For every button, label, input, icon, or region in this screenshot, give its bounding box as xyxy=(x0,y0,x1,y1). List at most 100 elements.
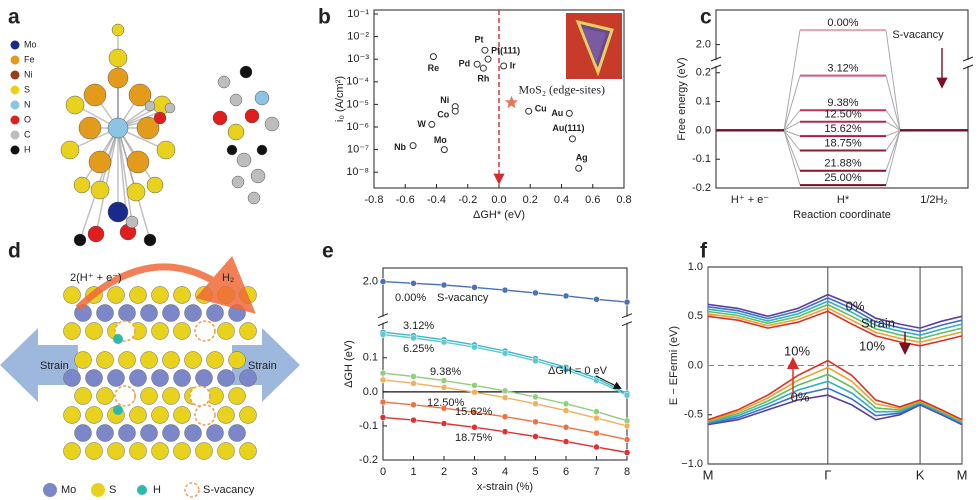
level-label: 25.00% xyxy=(824,172,862,184)
atom xyxy=(129,406,147,424)
atom xyxy=(173,286,191,304)
data-point xyxy=(428,120,436,128)
x-tick-label: 0 xyxy=(380,466,386,478)
atom xyxy=(247,191,261,205)
y-tick-label: -0.2 xyxy=(359,454,378,466)
level-label: 9.38% xyxy=(827,97,858,109)
atom xyxy=(239,65,253,79)
atom xyxy=(118,351,136,369)
atom xyxy=(63,406,81,424)
atom xyxy=(184,304,202,322)
atom xyxy=(173,369,191,387)
vacancy xyxy=(194,320,216,342)
series-label: 12.50% xyxy=(427,397,465,409)
series-label: 15.62% xyxy=(455,406,493,418)
data-point xyxy=(532,289,539,297)
series-line xyxy=(707,359,963,421)
point-label: Mo xyxy=(434,135,447,145)
vacancy xyxy=(114,385,136,407)
y-tick-label: 0.5 xyxy=(688,310,703,322)
connector xyxy=(783,130,801,151)
data-point xyxy=(429,53,437,61)
y-tick-label: 10⁻⁷ xyxy=(347,144,369,156)
annotation: ΔGH = 0 eV xyxy=(548,365,608,377)
atom xyxy=(227,123,245,141)
series-line xyxy=(707,394,963,426)
connector xyxy=(885,75,901,131)
legend-label: O xyxy=(24,114,31,124)
series-label: 18.75% xyxy=(455,432,493,444)
data-point xyxy=(440,377,448,384)
atom xyxy=(228,304,246,322)
x-tick-label: 5 xyxy=(532,466,538,478)
y-tick-label: -0.5 xyxy=(684,409,703,421)
atom xyxy=(63,322,81,340)
atom xyxy=(151,442,169,460)
atom xyxy=(90,180,110,200)
x-tick-label: 4 xyxy=(502,466,508,478)
atom xyxy=(107,442,125,460)
atom xyxy=(217,406,235,424)
data-point xyxy=(379,331,387,338)
point-label: Pt xyxy=(474,35,483,45)
atom xyxy=(151,369,169,387)
atom xyxy=(256,144,268,156)
axis-break xyxy=(380,316,386,323)
atom xyxy=(173,406,191,424)
data-point xyxy=(593,429,600,437)
data-point xyxy=(409,142,417,150)
connector xyxy=(783,130,801,186)
legend-swatch xyxy=(10,55,20,65)
x-tick-label: 7 xyxy=(593,466,599,478)
annotation: Strain xyxy=(861,315,895,330)
data-point xyxy=(623,436,631,443)
point-label: Cu xyxy=(535,104,547,114)
data-point xyxy=(451,107,459,115)
x-tick-label: H⁺ + e⁻ xyxy=(731,194,769,206)
legend-label: Fe xyxy=(24,54,35,64)
x-tick-label: 1/2H₂ xyxy=(920,194,948,206)
x-tick-label: 0.6 xyxy=(585,194,600,206)
reaction-label: H₂ xyxy=(222,272,234,284)
data-point xyxy=(623,422,631,430)
data-point xyxy=(500,62,508,70)
point-label: Ni xyxy=(440,95,449,105)
vacancy xyxy=(189,385,211,407)
atom xyxy=(239,442,257,460)
atom xyxy=(107,201,129,223)
level-label: 21.88% xyxy=(824,158,862,170)
atom xyxy=(108,48,128,68)
data-point xyxy=(471,409,478,416)
connector xyxy=(783,75,801,131)
annotation-arrow xyxy=(595,375,622,389)
level-label: 3.12% xyxy=(827,63,858,75)
atom xyxy=(226,144,238,156)
axis-break-mark xyxy=(710,56,722,62)
panel-label: b xyxy=(318,6,331,29)
y-tick-label: 0.0 xyxy=(363,386,378,398)
x-tick-label: 0.0 xyxy=(491,194,506,206)
atom xyxy=(126,150,150,174)
y-tick-label: 0.1 xyxy=(696,95,711,107)
data-point xyxy=(379,278,387,285)
h-atom xyxy=(113,334,123,344)
data-point xyxy=(575,164,583,172)
connector xyxy=(783,130,801,171)
level-label: 12.50% xyxy=(824,109,862,121)
atom xyxy=(85,322,103,340)
data-point xyxy=(562,424,570,431)
x-tick-label: K xyxy=(916,467,925,482)
data-point xyxy=(532,433,539,440)
atom xyxy=(231,175,245,189)
legend-label: C xyxy=(24,129,31,139)
x-tick-label: 2 xyxy=(441,466,447,478)
y-tick-label: 10⁻⁸ xyxy=(346,166,369,178)
connector xyxy=(783,121,801,131)
data-point xyxy=(473,60,481,68)
connector xyxy=(885,129,901,137)
y-axis-label: Free energy (eV) xyxy=(676,57,688,140)
atom xyxy=(244,108,260,124)
y-axis-label: E − EFermi (eV) xyxy=(668,326,680,405)
atom xyxy=(228,351,246,369)
axis-break-mark xyxy=(621,313,633,319)
